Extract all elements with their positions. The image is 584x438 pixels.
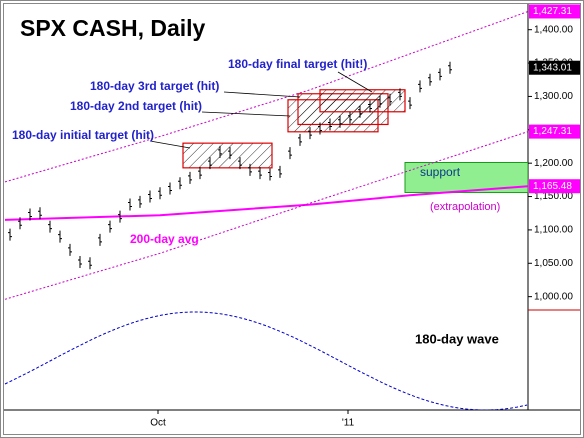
price-bar (48, 220, 52, 233)
target-label: 180-day 3rd target (hit) (90, 79, 219, 93)
price-bar (258, 167, 262, 180)
target-label: 180-day initial target (hit) (12, 128, 154, 142)
y-tick-label: 1,150.00 (534, 191, 573, 202)
price-bar (278, 165, 282, 178)
price-bar (28, 208, 32, 221)
price-bar (368, 100, 372, 113)
support-label: support (420, 165, 461, 179)
ma-label: 200-day avg (130, 232, 199, 246)
y-tick-label: 1,100.00 (534, 225, 573, 236)
target-label: 180-day final target (hit!) (228, 57, 367, 71)
x-tick-label: Oct (150, 418, 166, 429)
price-bar (308, 127, 312, 140)
price-bar (248, 163, 252, 176)
price-bar (98, 233, 102, 246)
leader-line (201, 111, 291, 117)
price-bar (298, 133, 302, 146)
price-bar (448, 61, 452, 74)
price-bar (178, 177, 182, 190)
price-bar (78, 255, 82, 268)
price-bar (228, 147, 232, 160)
price-bar (378, 95, 382, 108)
price-bar (188, 171, 192, 184)
frame-inner (3, 3, 581, 435)
price-bar (128, 198, 132, 211)
wave-line (4, 311, 528, 410)
price-bar (148, 190, 152, 203)
leader-line (223, 91, 301, 98)
price-bar (388, 93, 392, 106)
moving-average (4, 185, 528, 221)
price-bar (428, 73, 432, 86)
price-bar (68, 243, 72, 256)
price-bar (318, 122, 322, 135)
price-tag-label: 1,165.48 (533, 181, 572, 192)
price-bar (408, 97, 412, 110)
price-bar (8, 228, 12, 241)
price-tag (529, 60, 580, 75)
leader-line (149, 140, 191, 149)
price-bar (348, 111, 352, 124)
wave-label: 180-day wave (415, 331, 499, 346)
price-bar (398, 88, 402, 101)
price-bar (208, 157, 212, 170)
price-bar (198, 167, 202, 180)
price-bar (38, 207, 42, 220)
price-bar (118, 210, 122, 223)
price-bar (268, 168, 272, 181)
extrapolation-label: (extrapolation) (430, 201, 500, 213)
price-bar (238, 157, 242, 170)
price-bar (88, 257, 92, 270)
price-tag-label: 1,427.31 (533, 6, 572, 17)
price-bar (108, 220, 112, 233)
y-tick-label: 1,300.00 (534, 91, 573, 102)
leader-line (337, 71, 373, 93)
price-bar (158, 187, 162, 200)
channel-line (4, 131, 528, 300)
price-bar (438, 68, 442, 81)
price-bar (58, 230, 62, 243)
price-bar (168, 182, 172, 195)
price-tag-label: 1,343.01 (533, 62, 572, 73)
target-box (182, 142, 273, 169)
price-tag (529, 124, 580, 139)
price-tag-label: 1,247.31 (533, 126, 572, 137)
price-bar (288, 147, 292, 160)
price-bar (18, 217, 22, 230)
target-label: 180-day 2nd target (hit) (70, 99, 202, 113)
price-bar (328, 118, 332, 131)
y-tick-label: 1,050.00 (534, 258, 573, 269)
chart-title: SPX CASH, Daily (20, 15, 206, 41)
price-bar (218, 145, 222, 158)
y-tick-label: 1,400.00 (534, 24, 573, 35)
y-tick-label: 1,000.00 (534, 291, 573, 302)
price-bar (338, 115, 342, 128)
price-tag (529, 4, 580, 19)
target-box (319, 89, 406, 113)
price-tag (529, 179, 580, 194)
price-bar (138, 195, 142, 208)
price-bar (418, 80, 422, 93)
y-tick-label: 1,200.00 (534, 158, 573, 169)
x-tick-label: '11 (342, 418, 355, 429)
price-bar (358, 105, 362, 118)
